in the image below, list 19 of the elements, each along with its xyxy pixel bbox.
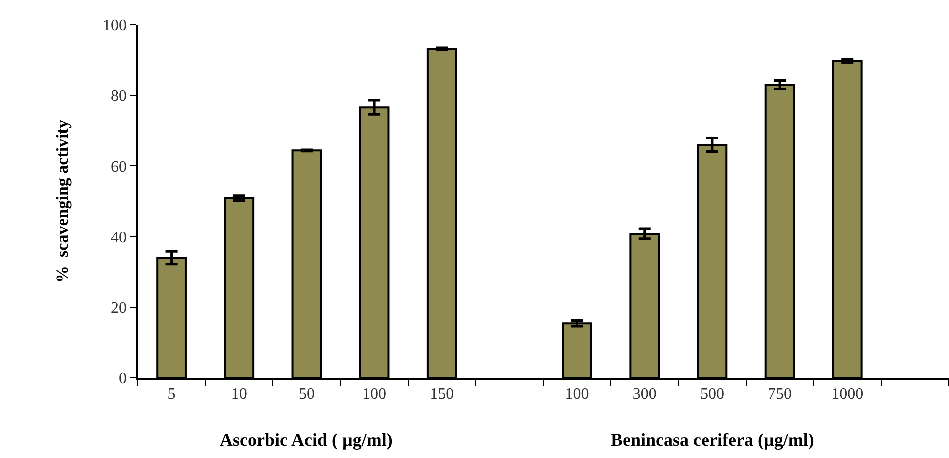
x-tick-label: 750 <box>768 386 792 403</box>
y-tick-label: 100 <box>103 18 128 35</box>
x-tick-label: 150 <box>430 386 454 403</box>
x-tick-label: 10 <box>231 386 248 403</box>
x-tick-label: 5 <box>168 386 176 403</box>
y-tick-label: 80 <box>111 88 128 106</box>
x-tick-label: 50 <box>298 386 315 403</box>
x-axis-title: Ascorbic Acid ( µg/ml) <box>220 430 393 450</box>
x-tick-label: 100 <box>362 386 387 403</box>
text: Benincasa cerifera (µg/ml) <box>611 430 814 450</box>
y-tick-label: 40 <box>111 229 128 246</box>
x-tick-label: 500 <box>700 386 724 403</box>
y-tick-label: 60 <box>111 158 128 176</box>
y-tick-label: 20 <box>111 300 128 317</box>
x-tick-label: 300 <box>632 386 657 403</box>
y-axis-title: % scavenging activity <box>53 120 72 283</box>
x-tick-label: 100 <box>565 386 590 403</box>
y-tick-label: 0 <box>119 370 128 388</box>
x-tick-label: 1000 <box>832 386 864 403</box>
